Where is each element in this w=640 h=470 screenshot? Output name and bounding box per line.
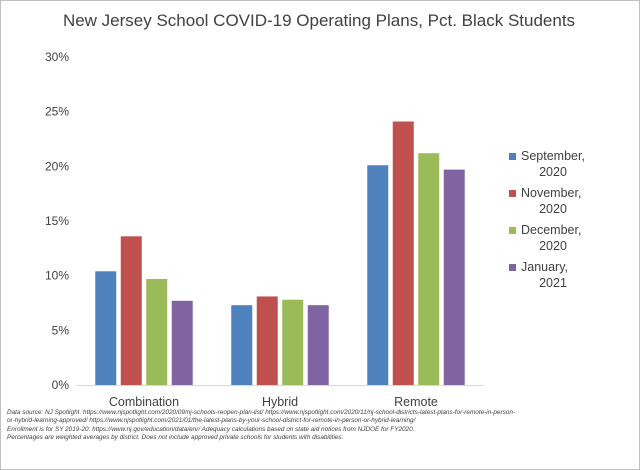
- x-category-label: Combination: [109, 395, 179, 409]
- bar: [307, 305, 329, 385]
- y-tick-label: 25%: [45, 105, 69, 119]
- chart-title: New Jersey School COVID-19 Operating Pla…: [63, 11, 575, 30]
- legend-label: December, 2020: [521, 223, 581, 253]
- y-tick-label: 30%: [45, 50, 69, 64]
- y-tick-label: 20%: [45, 159, 69, 173]
- bar: [418, 153, 440, 385]
- bar: [443, 169, 465, 385]
- legend-label: September, 2020: [521, 149, 585, 179]
- x-category-label: Hybrid: [262, 395, 298, 409]
- bar: [146, 278, 168, 385]
- legend-swatch: [509, 227, 516, 234]
- bar: [95, 271, 117, 385]
- bar: [231, 305, 253, 385]
- source-notes: Data source: NJ Spotlight. https://www.n…: [7, 409, 607, 443]
- legend-swatch: [509, 190, 516, 197]
- legend-swatch: [509, 264, 516, 271]
- x-category-label: Remote: [394, 395, 438, 409]
- legend-label: January, 2021: [521, 260, 568, 290]
- bar: [256, 296, 278, 385]
- bar: [392, 121, 414, 386]
- source-note-line: Data source: NJ Spotlight. https://www.n…: [7, 409, 516, 416]
- source-note-line: or-hybrid-learning-approved/ https://www…: [7, 417, 416, 425]
- bar: [171, 300, 193, 385]
- legend-swatch: [509, 153, 516, 160]
- y-tick-label: 0%: [52, 378, 70, 392]
- y-tick-label: 5%: [52, 323, 70, 337]
- legend-label: November, 2020: [521, 186, 581, 216]
- bar: [367, 165, 389, 385]
- source-note-line: Percentages are weighted averages by dis…: [7, 434, 344, 442]
- y-tick-label: 10%: [45, 269, 69, 283]
- bar: [120, 236, 142, 385]
- y-tick-label: 15%: [45, 214, 69, 228]
- bar: [282, 299, 304, 385]
- source-note-line: Enrollment is for SY 2019-20: https://ww…: [7, 425, 415, 433]
